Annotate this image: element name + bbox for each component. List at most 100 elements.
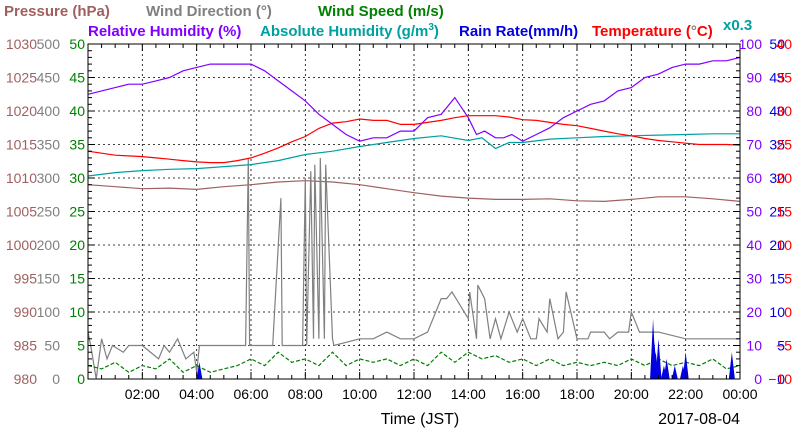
rain-bar bbox=[671, 365, 678, 379]
y-tick-label: 20 bbox=[69, 237, 85, 253]
y-tick-label: 450 bbox=[37, 70, 61, 86]
y-tick-label: 1005 bbox=[6, 204, 37, 220]
y-tick-label: 10 bbox=[69, 304, 85, 320]
rain-bar bbox=[728, 352, 735, 379]
axes: 02:00 04:00 06:00 08:00 10:00 12:00 14:00 16:00… bbox=[6, 36, 792, 402]
y-tick-label: 200 bbox=[37, 237, 61, 253]
x-tick-label: 10:00 bbox=[342, 386, 377, 402]
y-tick-label: 100 bbox=[37, 304, 61, 320]
x-tick-label: 04:00 bbox=[179, 386, 214, 402]
y-tick-label: 250 bbox=[37, 204, 61, 220]
legend-factor: x0.3 bbox=[723, 17, 752, 34]
series-line-wind_speed bbox=[87, 351, 741, 374]
y-tick-label: 60 bbox=[746, 170, 762, 186]
series-line-temp bbox=[87, 115, 741, 164]
y-tick-label: 0 bbox=[52, 371, 60, 387]
rain-bar bbox=[663, 358, 670, 379]
series-line-wind_dir bbox=[87, 157, 740, 380]
series bbox=[87, 56, 741, 380]
legend-wind-speed: Wind Speed (m/s) bbox=[318, 3, 444, 20]
x-tick-label: 20:00 bbox=[614, 386, 649, 402]
y-tick-label: 990 bbox=[14, 304, 38, 320]
y-tick-label: 50 bbox=[769, 36, 785, 52]
y-tick-label: 995 bbox=[14, 271, 38, 287]
chart-legend: Pressure (hPa) Wind Direction (°) Wind S… bbox=[4, 3, 752, 40]
y-tick-label: 40 bbox=[776, 36, 792, 52]
rain-bar bbox=[682, 352, 689, 379]
y-tick-label: 1020 bbox=[6, 103, 37, 119]
x-tick-label: 08:00 bbox=[288, 386, 323, 402]
y-tick-label: 10 bbox=[746, 338, 762, 354]
y-tick-label: 25 bbox=[769, 204, 785, 220]
x-axis-label: Time (JST) bbox=[381, 411, 460, 428]
y-tick-label: 5 bbox=[77, 338, 85, 354]
legend-wind-direction: Wind Direction (°) bbox=[146, 3, 272, 20]
y-tick-label: 35 bbox=[69, 137, 85, 153]
y-tick-label: 0 bbox=[784, 304, 792, 320]
y-tick-label: 1030 bbox=[6, 36, 37, 52]
x-tick-label: 06:00 bbox=[233, 386, 268, 402]
y-tick-label: 20 bbox=[746, 304, 762, 320]
y-tick-label: 150 bbox=[37, 271, 61, 287]
y-tick-label: 20 bbox=[769, 237, 785, 253]
y-tick-label: 40 bbox=[769, 103, 785, 119]
y-tick-label: 1000 bbox=[6, 237, 37, 253]
y-tick-label: 50 bbox=[746, 204, 762, 220]
y-tick-label: 45 bbox=[769, 70, 785, 86]
series-line-abs_hum bbox=[87, 133, 740, 177]
y-tick-label: 45 bbox=[69, 70, 85, 86]
rain-bar bbox=[196, 362, 203, 379]
y-tick-label: 25 bbox=[776, 137, 792, 153]
y-tick-label: 5 bbox=[784, 271, 792, 287]
y-tick-label: 10 bbox=[769, 304, 785, 320]
y-tick-label: 5 bbox=[777, 338, 785, 354]
y-tick-label: 35 bbox=[769, 137, 785, 153]
legend-absolute-humidity: Absolute Humidity (g/m3) bbox=[260, 22, 439, 40]
y-tick-label: −10 bbox=[768, 371, 792, 387]
x-tick-label: 02:00 bbox=[125, 386, 160, 402]
legend-relative-humidity: Relative Humidity (%) bbox=[88, 23, 241, 40]
y-tick-label: 40 bbox=[746, 237, 762, 253]
y-tick-label: 15 bbox=[776, 204, 792, 220]
y-tick-label: 300 bbox=[37, 170, 61, 186]
y-tick-label: 15 bbox=[69, 271, 85, 287]
y-tick-label: 70 bbox=[746, 137, 762, 153]
date-label: 2017-08-04 bbox=[658, 411, 740, 428]
x-tick-label: 12:00 bbox=[396, 386, 431, 402]
y-tick-label: 985 bbox=[14, 338, 38, 354]
y-tick-label: 50 bbox=[44, 338, 60, 354]
y-tick-label: 40 bbox=[69, 103, 85, 119]
y-tick-label: 15 bbox=[769, 271, 785, 287]
y-tick-label: 350 bbox=[37, 137, 61, 153]
y-tick-label: 30 bbox=[769, 170, 785, 186]
y-tick-label: 0 bbox=[777, 371, 785, 387]
x-tick-label: 00:00 bbox=[722, 386, 757, 402]
y-tick-label: 30 bbox=[69, 170, 85, 186]
y-tick-label: −5 bbox=[776, 338, 792, 354]
y-tick-label: 1015 bbox=[6, 137, 37, 153]
x-tick-label: 22:00 bbox=[668, 386, 703, 402]
rain-bar bbox=[655, 338, 662, 379]
y-tick-label: 1025 bbox=[6, 70, 37, 86]
x-tick-label: 16:00 bbox=[505, 386, 540, 402]
y-tick-label: 35 bbox=[776, 70, 792, 86]
series-line-pressure bbox=[87, 180, 741, 203]
y-tick-label: 0 bbox=[754, 371, 762, 387]
y-tick-label: 980 bbox=[14, 371, 38, 387]
series-line-rh bbox=[87, 56, 741, 142]
y-tick-label: 100 bbox=[739, 36, 763, 52]
y-tick-label: 10 bbox=[776, 237, 792, 253]
y-tick-label: 500 bbox=[37, 36, 61, 52]
y-tick-label: 20 bbox=[776, 170, 792, 186]
y-tick-label: 25 bbox=[69, 204, 85, 220]
legend-temperature: Temperature (°C) bbox=[592, 23, 713, 40]
y-tick-label: 30 bbox=[746, 271, 762, 287]
y-tick-label: 90 bbox=[746, 70, 762, 86]
x-tick-label: 18:00 bbox=[559, 386, 594, 402]
y-tick-label: 0 bbox=[77, 371, 85, 387]
y-tick-label: 1010 bbox=[6, 170, 37, 186]
y-tick-label: 50 bbox=[69, 36, 85, 52]
legend-rain-rate: Rain Rate(mm/h) bbox=[459, 23, 578, 40]
legend-pressure: Pressure (hPa) bbox=[4, 3, 110, 20]
